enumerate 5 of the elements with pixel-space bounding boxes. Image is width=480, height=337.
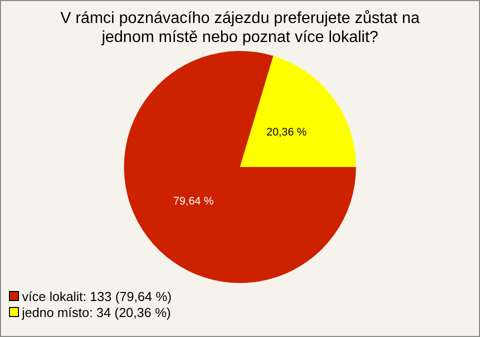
legend-label: více lokalit: 133 (79,64 %): [22, 289, 172, 304]
data-label: 20,36 %: [266, 126, 307, 138]
data-label: 79,64 %: [173, 196, 214, 208]
legend-label: jedno místo: 34 (20,36 %): [22, 305, 171, 320]
chart-title: V rámci poznávacího zájezdu preferujete zůstat na jednom místě nebo poznat více lokalit?: [59, 9, 421, 47]
